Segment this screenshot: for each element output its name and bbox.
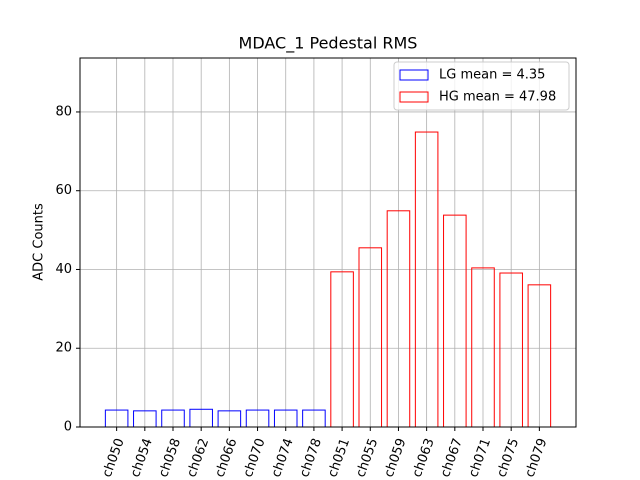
x-tick-label: ch055 xyxy=(353,436,381,479)
x-tick-label: ch067 xyxy=(438,436,466,479)
x-tick-label: ch058 xyxy=(156,436,184,479)
x-tick-label: ch074 xyxy=(269,436,297,479)
legend-swatch xyxy=(399,91,429,103)
y-tick-label: 80 xyxy=(55,104,72,119)
y-tick-label: 40 xyxy=(55,262,72,277)
chart-title: MDAC_1 Pedestal RMS xyxy=(239,34,418,54)
legend-label: LG mean = 4.35 xyxy=(439,68,545,83)
x-tick-label: ch075 xyxy=(494,436,522,479)
y-axis-label: ADC Counts xyxy=(32,203,47,281)
x-tick-label: ch071 xyxy=(466,436,494,479)
legend-box xyxy=(393,61,570,111)
y-tick-label: 20 xyxy=(55,341,72,356)
y-tick-label: 0 xyxy=(64,420,72,435)
x-tick-label: ch066 xyxy=(213,436,241,479)
legend-swatch xyxy=(399,69,429,81)
x-tick-label: ch078 xyxy=(297,436,325,479)
x-tick-label: ch051 xyxy=(325,436,353,479)
x-tick-label: ch054 xyxy=(128,436,156,479)
x-tick-label: ch079 xyxy=(523,436,551,479)
x-tick-label: ch050 xyxy=(100,436,128,479)
x-tick-label: ch059 xyxy=(382,436,410,479)
x-tick-label: ch063 xyxy=(410,436,438,479)
legend-label: HG mean = 47.98 xyxy=(439,90,556,105)
x-tick-label: ch070 xyxy=(241,436,269,479)
plot-frame xyxy=(79,57,577,428)
x-tick-label: ch062 xyxy=(184,436,212,479)
y-tick-label: 60 xyxy=(55,183,72,198)
